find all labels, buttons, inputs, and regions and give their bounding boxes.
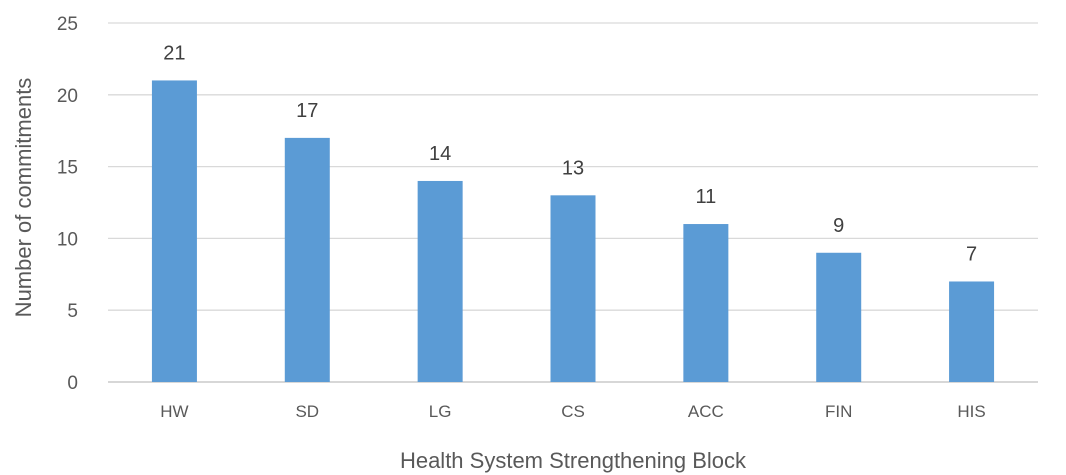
x-tick-label: SD <box>295 402 319 421</box>
data-label: 14 <box>429 143 451 165</box>
data-label: 9 <box>833 215 844 237</box>
bar <box>417 180 463 382</box>
x-axis-title: Health System Strengthening Block <box>400 448 747 473</box>
bar <box>151 80 197 382</box>
data-label: 13 <box>562 157 584 179</box>
y-tick-label: 15 <box>57 158 78 179</box>
x-tick-label: ACC <box>688 402 724 421</box>
data-label: 17 <box>296 100 318 122</box>
data-label: 7 <box>966 243 977 265</box>
y-tick-label: 5 <box>67 301 78 322</box>
x-tick-label: FIN <box>825 402 852 421</box>
x-axis-ticks: HW SD LG CS ACC FIN HIS <box>160 402 985 421</box>
bar <box>284 137 330 382</box>
bar <box>816 252 862 382</box>
x-tick-label: LG <box>429 402 452 421</box>
x-tick-label: CS <box>561 402 585 421</box>
y-axis-title: Number of commitments <box>11 78 36 318</box>
bar <box>949 281 995 382</box>
bar <box>550 195 596 382</box>
y-axis-ticks: 0 5 10 15 20 25 <box>57 14 78 394</box>
x-tick-label: HIS <box>957 402 985 421</box>
bars <box>151 80 995 382</box>
x-tick-label: HW <box>160 402 188 421</box>
bar <box>683 224 729 382</box>
data-label: 21 <box>163 42 185 64</box>
y-tick-label: 25 <box>57 14 78 35</box>
data-label: 11 <box>695 186 716 208</box>
y-tick-label: 10 <box>57 229 78 250</box>
y-tick-label: 20 <box>57 86 78 107</box>
y-tick-label: 0 <box>67 373 78 394</box>
data-labels: 21 17 14 13 11 9 7 <box>163 42 977 265</box>
